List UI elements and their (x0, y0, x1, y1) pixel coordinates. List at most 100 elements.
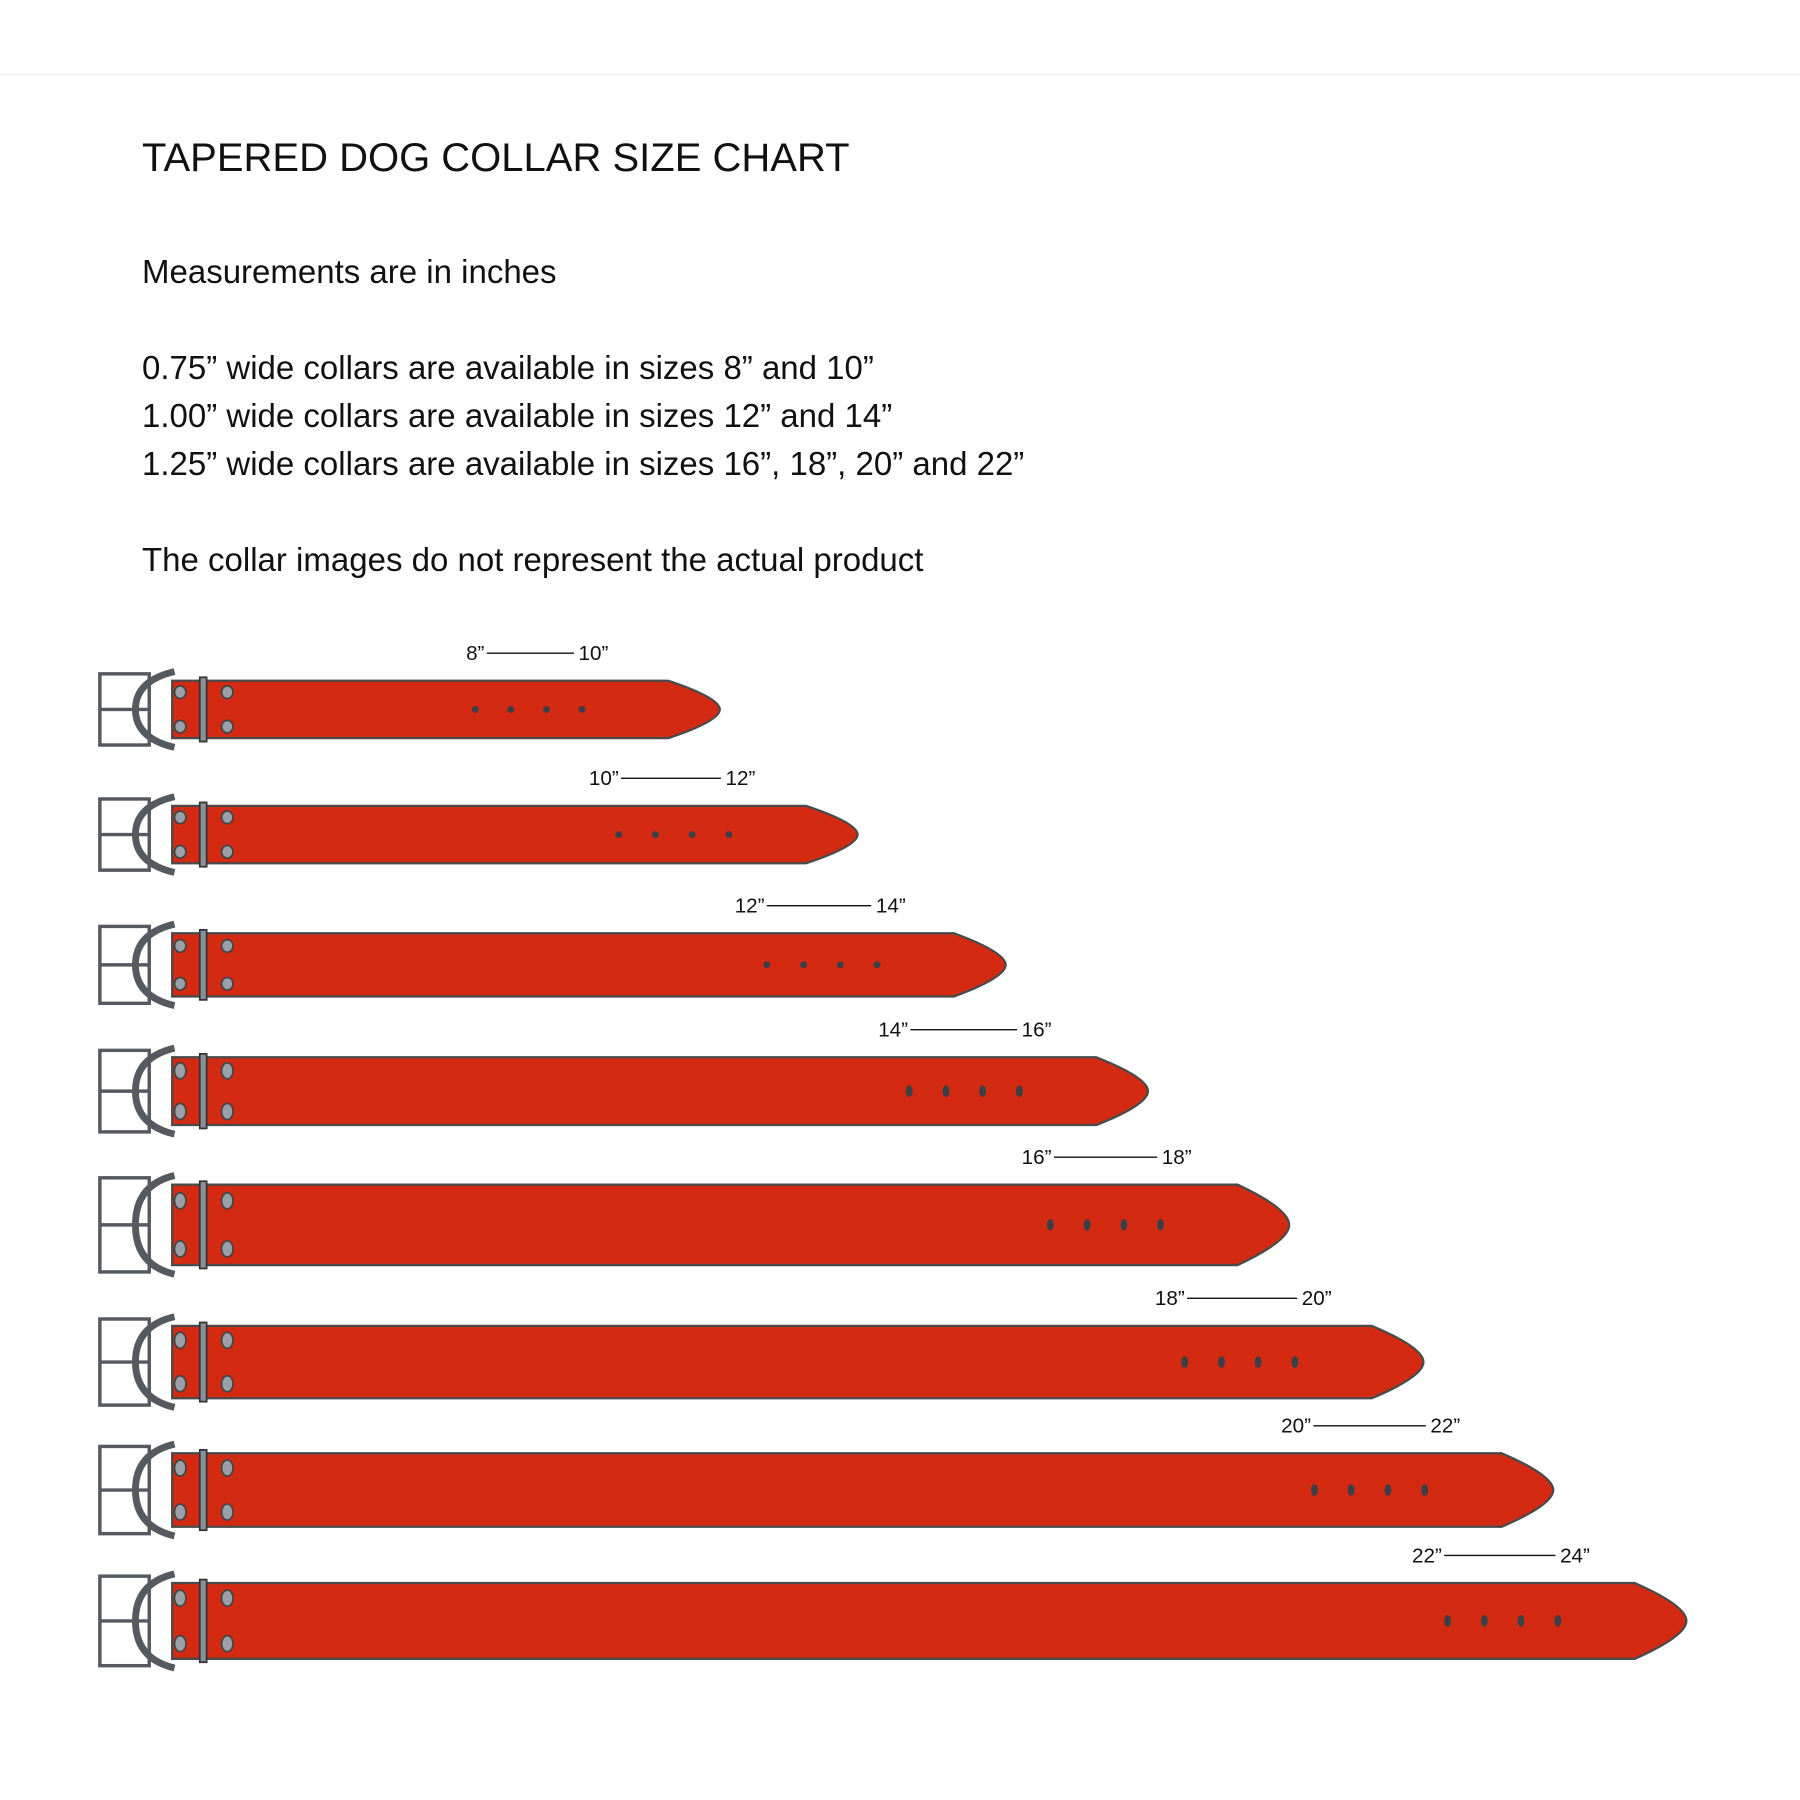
adjustment-hole (725, 831, 733, 839)
adjustment-hole (1384, 1484, 1392, 1496)
adjustment-hole (1421, 1484, 1429, 1496)
collar-8-10: 8” 10” (98, 642, 721, 751)
rivet (220, 1374, 234, 1393)
keeper-loop (198, 1449, 208, 1532)
adjustment-hole (471, 705, 479, 713)
rivet (173, 719, 187, 734)
rivet (220, 719, 234, 734)
rivet (220, 1061, 234, 1080)
d-ring (132, 1570, 176, 1672)
adjustment-hole (652, 831, 659, 839)
rivet (173, 810, 187, 825)
keeper-loop (198, 1321, 208, 1403)
collar-strap (171, 932, 1007, 998)
collar-20-22: 20” 22” (98, 1415, 1555, 1540)
d-ring (132, 668, 176, 751)
d-ring (132, 1440, 176, 1540)
collar-strap (171, 1452, 1555, 1528)
collar-strap (171, 1056, 1150, 1127)
rivet (173, 1061, 187, 1080)
units-note: Measurements are in inches (142, 253, 557, 290)
keeper-loop (198, 1578, 208, 1664)
adjustment-hole (578, 705, 586, 713)
rivet (220, 1459, 234, 1477)
adjustment-hole (1217, 1356, 1225, 1368)
rivet (220, 1331, 234, 1350)
size-min-label: 8” (466, 642, 484, 665)
disclaimer: The collar images do not represent the a… (142, 541, 924, 578)
adjustment-hole (1046, 1219, 1054, 1231)
adjustment-hole (873, 961, 881, 969)
size-max-label: 22” (1430, 1415, 1460, 1438)
collar-strap (171, 804, 859, 865)
rivet (220, 1102, 234, 1121)
adjustment-hole (1083, 1219, 1091, 1231)
size-max-label: 14” (876, 895, 906, 918)
collar-10-12: 10” 12” (98, 767, 859, 876)
rivet (220, 976, 234, 991)
size-min-label: 12” (735, 895, 765, 918)
rivet (173, 685, 187, 700)
rivet (173, 938, 187, 954)
size-min-label: 22” (1412, 1544, 1442, 1567)
collar-strap (171, 679, 721, 740)
keeper-loop (198, 676, 208, 743)
adjustment-hole (1015, 1085, 1023, 1097)
rivet (173, 1191, 187, 1210)
collar-strap (171, 1183, 1291, 1267)
d-ring (132, 920, 176, 1009)
rivet (220, 1240, 234, 1258)
adjustment-hole (1181, 1356, 1189, 1368)
size-min-label: 14” (878, 1019, 908, 1042)
adjustment-hole (836, 961, 844, 969)
keeper-loop (198, 928, 208, 1001)
adjustment-hole (905, 1085, 913, 1097)
adjustment-hole (1120, 1219, 1128, 1231)
keeper-loop (198, 1180, 208, 1270)
collar-22-24: 22” 24” (98, 1544, 1688, 1672)
rivet (173, 976, 187, 991)
d-ring (132, 1172, 176, 1278)
size-max-label: 24” (1560, 1544, 1590, 1567)
size-max-label: 10” (579, 642, 609, 665)
size-min-label: 16” (1022, 1146, 1052, 1169)
adjustment-hole (507, 705, 515, 713)
rivet (220, 1191, 234, 1210)
adjustment-hole (1157, 1219, 1165, 1231)
size-min-label: 20” (1281, 1415, 1311, 1438)
d-ring (132, 1044, 176, 1138)
collar-12-14: 12” 14” (98, 895, 1007, 1009)
page-title: TAPERED DOG COLLAR SIZE CHART (142, 136, 850, 180)
collar-16-18: 16” 18” (98, 1146, 1291, 1278)
collar-18-20: 18” 20” (98, 1287, 1425, 1411)
collar-14-16: 14” 16” (98, 1019, 1150, 1138)
adjustment-hole (800, 961, 808, 969)
size-max-label: 18” (1162, 1146, 1192, 1169)
rivet (220, 1634, 234, 1653)
rivet (173, 844, 187, 859)
collar-strap (171, 1581, 1688, 1660)
size-max-label: 12” (725, 767, 755, 790)
rivet (220, 844, 234, 859)
adjustment-hole (615, 831, 623, 839)
d-ring (132, 1313, 176, 1411)
rivet (173, 1503, 187, 1521)
adjustment-hole (1310, 1484, 1318, 1496)
adjustment-hole (1444, 1615, 1452, 1627)
rivet (220, 685, 234, 700)
rivet (173, 1102, 187, 1121)
size-max-label: 16” (1022, 1019, 1052, 1042)
adjustment-hole (542, 705, 550, 713)
availability-line: 0.75” wide collars are available in size… (142, 349, 874, 386)
d-ring (132, 793, 176, 876)
size-min-label: 10” (589, 767, 619, 790)
rivet (220, 938, 234, 954)
adjustment-hole (1291, 1356, 1299, 1368)
keeper-loop (198, 1052, 208, 1130)
adjustment-hole (1517, 1615, 1525, 1627)
adjustment-hole (763, 961, 771, 969)
rivet (220, 1503, 234, 1521)
size-min-label: 18” (1155, 1287, 1185, 1310)
rivet (173, 1374, 187, 1393)
